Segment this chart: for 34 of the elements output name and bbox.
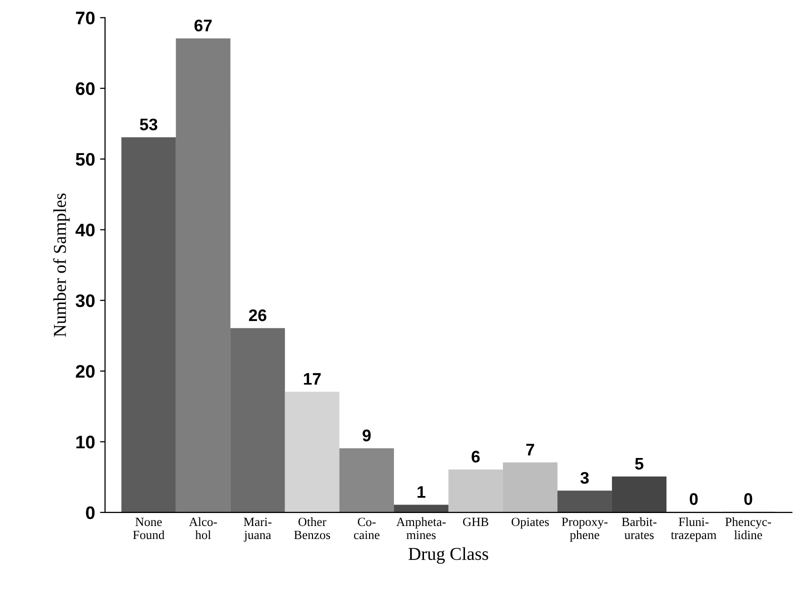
x-tick-label: None Found [133,518,164,540]
x-tick-label: Propoxy- phene [562,518,608,542]
data-label: 67 [194,20,212,32]
data-label: 53 [140,118,158,130]
x-tick-label: Alco- hol [189,517,217,540]
y-tick-label: 10 [76,436,95,448]
data-label: 0 [690,493,698,505]
y-tick-label: 0 [86,506,95,520]
x-tick-label: GHB [463,518,488,526]
x-tick-label: Phencyc- lidine [725,517,772,540]
x-tick-label: Fluni- trazepam [670,517,716,542]
data-label: 6 [472,450,480,463]
data-label: 9 [362,430,371,442]
data-label: 5 [635,458,644,470]
y-tick-label: 30 [76,294,95,308]
x-axis-title: Drug Class [408,547,488,564]
x-tick-label: Opiates [512,518,549,529]
y-tick-label: 40 [76,224,95,236]
x-tick-label: Barbit- urates [622,517,656,540]
x-tick-label: Ampheta- mines [396,517,446,540]
data-label: 26 [248,309,266,322]
y-axis-title: Number of Samples [53,193,70,337]
x-tick-label: Mari- juana [244,518,272,542]
y-tick-label: 50 [76,152,95,166]
x-tick-label: Co- caine [354,518,380,540]
y-tick-label: 20 [76,365,95,378]
data-label: 0 [744,493,752,505]
y-tick-label: 70 [76,12,95,24]
data-label: 3 [580,472,589,484]
data-label: 17 [304,373,321,385]
y-tick-label: 60 [76,82,95,96]
data-label: 1 [418,486,426,498]
data-label: 7 [526,444,534,456]
x-tick-label: Other Benzos [294,517,330,540]
